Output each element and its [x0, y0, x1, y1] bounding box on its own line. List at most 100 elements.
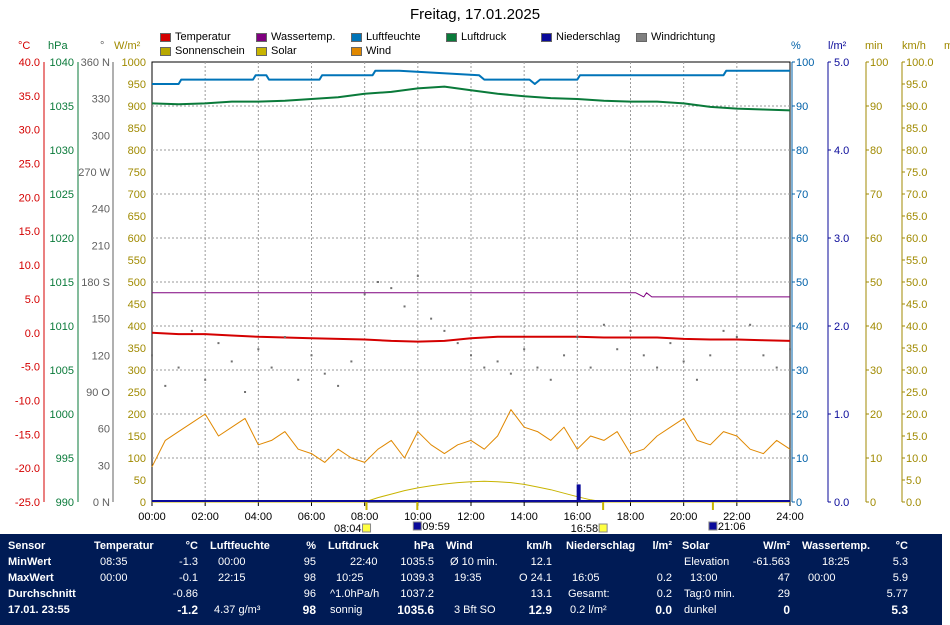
- y-tick-label-temp: 30.0: [19, 125, 40, 137]
- axis-header-sun: min: [865, 40, 883, 52]
- legend-luftfeuchte: Luftfeuchte: [351, 31, 420, 43]
- legend-label: Niederschlag: [556, 31, 621, 43]
- wind-direction-point: [257, 348, 260, 351]
- wind-direction-point: [549, 378, 552, 381]
- legend-label: Sonnenschein: [175, 45, 245, 57]
- temp-min-value: -1.3: [179, 556, 198, 568]
- col-niederschlag: Niederschlag l/m² 16:05 0.2 Gesamt: 0.2 0.2…: [564, 536, 676, 623]
- y-tick-label-solar: 1000: [122, 57, 146, 69]
- series-line-wassertemp: [152, 292, 790, 298]
- legend-swatch: [256, 46, 267, 56]
- y-tick-label-press: 1040: [50, 57, 74, 69]
- legend-label: Luftfeuchte: [366, 31, 421, 43]
- legend-swatch: [160, 32, 171, 42]
- y-tick-label-solar: 700: [128, 189, 146, 201]
- y-tick-label-wind: 95.0: [906, 79, 927, 91]
- y-tick-label-wind: 60.0: [906, 233, 927, 245]
- y-tick-label-press: 1025: [50, 189, 74, 201]
- y-tick-label-solar: 150: [128, 431, 146, 443]
- wind-unit: km/h: [526, 540, 552, 552]
- temp-unit: °C: [185, 540, 198, 552]
- legend-label: Windrichtung: [651, 31, 716, 43]
- legend-niederschlag: Niederschlag: [541, 31, 620, 43]
- y-tick-label-solar: 650: [128, 211, 146, 223]
- wind-direction-point: [350, 360, 353, 363]
- wind-direction-point: [735, 336, 738, 338]
- x-tick-label: 16:00: [564, 511, 592, 523]
- rain-max-value: 0.2: [656, 572, 672, 584]
- legend-label: Wind: [366, 45, 392, 57]
- hum-max-value: 98: [303, 572, 316, 584]
- legend-label: Solar: [271, 45, 297, 57]
- y-tick-label-solar: 100: [128, 453, 146, 465]
- y-tick-label-rain: 0.0: [834, 497, 849, 509]
- y-tick-label-sun: 70: [870, 189, 882, 201]
- wind-direction-point: [762, 354, 765, 357]
- wind-direction-point: [496, 360, 499, 363]
- y-tick-label-wind: 40.0: [906, 321, 927, 333]
- col-solar: Solar W/m² Elevation -61.563 13:00 47 Tag:0…: [682, 536, 794, 623]
- rain-max-time: 16:05: [572, 572, 600, 584]
- y-tick-label-hum: 60: [796, 233, 808, 245]
- hum-max-time: 22:15: [218, 572, 246, 584]
- y-tick-label-temp: -15.0: [15, 429, 40, 441]
- legend-label: Wassertemp.: [271, 31, 336, 43]
- series-line-luftfeuchte: [152, 69, 790, 85]
- x-tick-label: 20:00: [670, 511, 698, 523]
- wind-direction-point: [456, 342, 459, 345]
- legend-wassertemp: Wassertemp.: [256, 31, 335, 43]
- y-tick-label-wind: 65.0: [906, 211, 927, 223]
- series-line-wind: [151, 409, 791, 468]
- axis-header-dir: °: [100, 40, 105, 52]
- wind-avg10-value: 12.1: [530, 556, 552, 568]
- y-tick-label-solar: 200: [128, 409, 146, 421]
- x-tick-label: 08:00: [351, 511, 379, 523]
- sensor-header: Sensor: [8, 540, 46, 552]
- rain-total-value: 0.2: [656, 588, 672, 600]
- y-tick-label-press: 1020: [50, 233, 74, 245]
- wind-direction-point: [470, 354, 472, 357]
- axis-header-press: hPa: [48, 40, 68, 52]
- solar-header: Solar: [682, 540, 710, 552]
- y-tick-label-press: 1030: [50, 145, 74, 157]
- axis-header-wind: km/h: [902, 40, 926, 52]
- wind-direction-point: [722, 329, 725, 332]
- solar-elev-value: -61.563: [752, 556, 790, 568]
- legend-swatch: [351, 46, 362, 56]
- wind-direction-point: [363, 293, 366, 296]
- wind-direction-point: [536, 366, 539, 369]
- y-tick-label-rain: 1.0: [834, 409, 849, 421]
- summary-panel: [0, 534, 942, 625]
- x-tick-label: 12:00: [457, 511, 485, 523]
- y-tick-label-solar: 550: [128, 255, 146, 267]
- water-current: 5.3: [891, 603, 908, 617]
- wind-direction-point: [443, 329, 446, 332]
- wind-direction-point: [283, 336, 286, 338]
- legend-swatch: [446, 32, 457, 42]
- water-max-value: 5.9: [892, 572, 908, 584]
- press-max-time: 10:25: [336, 572, 364, 584]
- wind-max-value: O 24.1: [518, 572, 552, 584]
- y-tick-label-hum: 0: [796, 497, 802, 509]
- press-min-value: 1035.5: [400, 556, 434, 568]
- y-tick-label-wind: 35.0: [906, 343, 927, 355]
- solar-unit: W/m²: [763, 540, 790, 552]
- wind-direction-point: [576, 336, 579, 338]
- temp-avg: -0.86: [172, 588, 198, 600]
- y-tick-label-temp: 0.0: [25, 328, 40, 340]
- press-max-value: 1039.3: [400, 572, 434, 584]
- y-tick-label-hum: 20: [796, 409, 808, 421]
- wind-direction-point: [244, 391, 247, 393]
- rain-unit: l/m²: [652, 540, 672, 552]
- temp-header: Temperatur: [94, 540, 154, 552]
- wind-direction-point: [217, 342, 220, 345]
- weather-chart: 00:00 02:00 04:00 06:00 08:00 10:00 12:00 14:00…: [15, 57, 934, 534]
- wind-direction-point: [616, 348, 619, 351]
- solar-state: dunkel: [684, 604, 717, 616]
- wind-direction-point: [656, 366, 659, 369]
- y-tick-label-solar: 350: [128, 343, 146, 355]
- wind-current: 12.9: [528, 603, 552, 617]
- wind-direction-point: [297, 378, 300, 381]
- y-tick-label-dir: 360 N: [81, 57, 110, 69]
- y-tick-label-dir: 30: [98, 460, 110, 472]
